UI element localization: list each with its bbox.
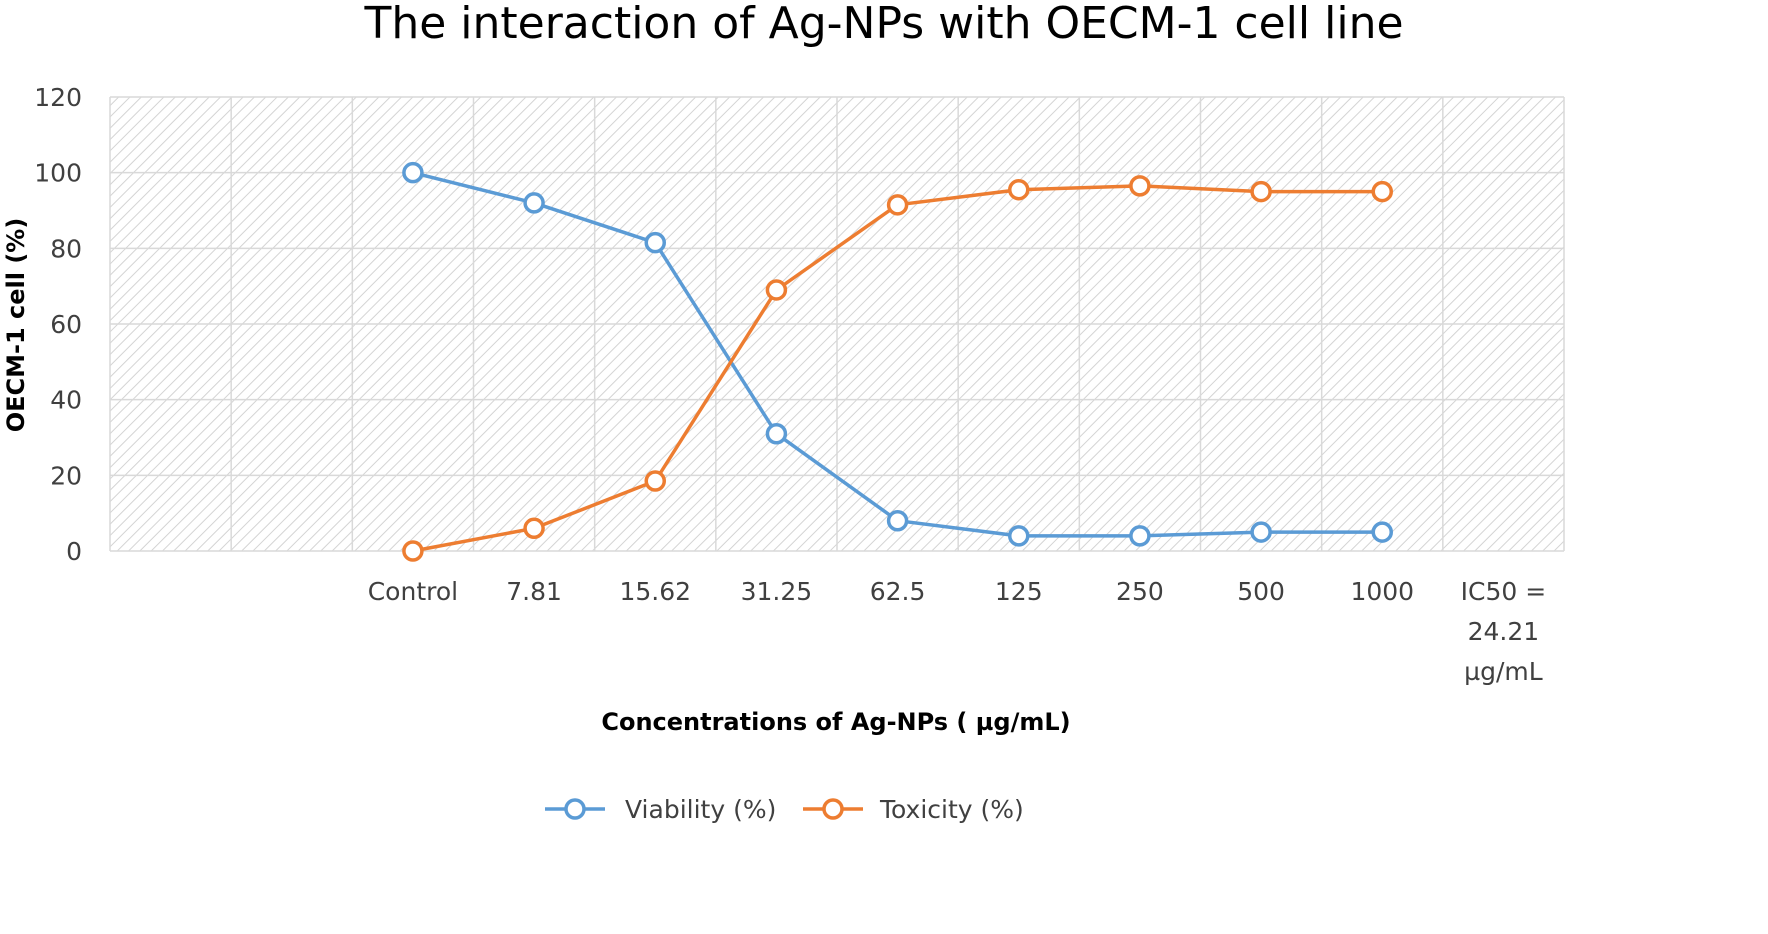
data-point-viability (402, 161, 424, 184)
x-tick-label: IC50 = 24.21 µg/mL (1461, 577, 1547, 686)
y-tick-label: 40 (50, 386, 82, 415)
x-tick-label: 15.62 (619, 577, 691, 606)
data-point-toxicity (523, 517, 545, 540)
data-point-viability (644, 231, 666, 254)
data-point-viability (1371, 521, 1393, 543)
data-point-toxicity (765, 279, 788, 301)
x-tick-label: 125 (995, 577, 1043, 606)
data-point-viability (1250, 521, 1272, 543)
data-point-viability (523, 192, 545, 214)
legend-label-toxicity: Toxicity (%) (879, 795, 1024, 824)
y-axis-ticks: 0 20 40 60 80 100 120 (34, 83, 82, 566)
data-point-toxicity (402, 540, 424, 562)
data-point-viability (886, 509, 909, 532)
x-tick-label: 500 (1237, 577, 1285, 606)
y-tick-label: 100 (34, 159, 82, 188)
x-tick-label: 1000 (1350, 577, 1414, 606)
y-tick-label: 60 (50, 310, 82, 339)
y-tick-label: 80 (50, 234, 82, 263)
y-axis-label: OECM-1 cell (%) (2, 218, 30, 433)
data-point-toxicity (1008, 178, 1030, 201)
legend-label-viability: Viability (%) (625, 795, 776, 824)
x-tick-label-line: µg/mL (1464, 657, 1543, 686)
chart-title: The interaction of Ag-NPs with OECM-1 ce… (363, 0, 1403, 49)
data-point-viability (1129, 525, 1151, 547)
data-point-toxicity (886, 194, 909, 216)
x-tick-label: 62.5 (870, 577, 926, 606)
data-point-toxicity (644, 470, 666, 492)
data-point-toxicity (1129, 175, 1151, 197)
x-tick-label-line: 24.21 (1468, 617, 1540, 646)
legend-marker-viability (564, 798, 586, 820)
data-point-viability (765, 422, 788, 445)
x-axis-ticks: Control 7.81 15.62 31.25 62.5 125 250 500 1000 IC… (368, 577, 1546, 686)
x-tick-label: 31.25 (741, 577, 813, 606)
data-point-viability (1008, 525, 1030, 547)
y-tick-label: 0 (66, 537, 82, 566)
legend-marker-toxicity (822, 798, 844, 820)
data-point-toxicity (1371, 180, 1393, 203)
y-tick-label: 120 (34, 83, 82, 112)
x-tick-label-line: IC50 = (1461, 577, 1547, 606)
data-point-toxicity (1250, 180, 1272, 203)
x-tick-label: 7.81 (506, 577, 562, 606)
legend: Viability (%) Toxicity (%) (545, 795, 1024, 824)
x-axis-label: Concentrations of Ag-NPs ( µg/mL) (601, 708, 1070, 736)
y-tick-label: 20 (50, 461, 82, 490)
x-tick-label: Control (368, 577, 458, 606)
x-tick-label: 250 (1116, 577, 1164, 606)
series-points (402, 161, 1393, 562)
